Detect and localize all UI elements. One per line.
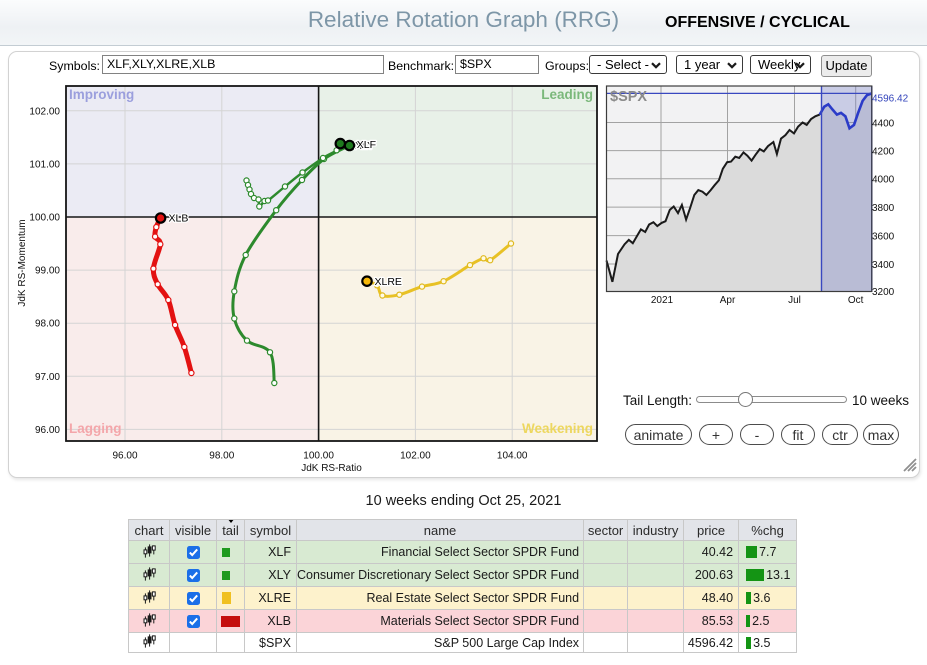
- svg-text:98.00: 98.00: [209, 451, 234, 462]
- svg-text:3800: 3800: [872, 203, 895, 214]
- svg-text:3400: 3400: [872, 260, 895, 271]
- svg-text:XLB: XLB: [169, 213, 189, 225]
- svg-text:4400: 4400: [872, 118, 895, 129]
- svg-text:JdK RS-Ratio: JdK RS-Ratio: [301, 463, 362, 474]
- svg-text:4000: 4000: [872, 175, 895, 186]
- svg-text:100.00: 100.00: [303, 451, 334, 462]
- svg-text:4200: 4200: [872, 147, 895, 158]
- svg-text:4596.42: 4596.42: [872, 94, 909, 105]
- svg-text:Weakening: Weakening: [522, 421, 593, 436]
- svg-text:Apr: Apr: [720, 295, 736, 306]
- svg-text:Oct: Oct: [848, 295, 864, 306]
- svg-text:99.00: 99.00: [35, 266, 60, 277]
- svg-text:$SPX: $SPX: [610, 89, 647, 105]
- svg-text:Jul: Jul: [788, 295, 801, 306]
- svg-text:2021: 2021: [651, 295, 674, 306]
- svg-text:JdK RS-Momentum: JdK RS-Momentum: [17, 219, 28, 306]
- svg-text:Leading: Leading: [541, 87, 593, 102]
- svg-text:XLRE: XLRE: [375, 276, 402, 288]
- svg-text:100.00: 100.00: [29, 213, 60, 224]
- svg-text:3600: 3600: [872, 232, 895, 243]
- svg-text:98.00: 98.00: [35, 319, 60, 330]
- svg-text:XLF: XLF: [357, 139, 376, 151]
- svg-text:97.00: 97.00: [35, 372, 60, 383]
- svg-text:Improving: Improving: [69, 87, 134, 102]
- svg-text:102.00: 102.00: [400, 451, 431, 462]
- svg-text:3200: 3200: [872, 287, 895, 298]
- svg-text:102.00: 102.00: [29, 106, 60, 117]
- svg-text:104.00: 104.00: [497, 451, 528, 462]
- svg-text:Lagging: Lagging: [69, 421, 122, 436]
- svg-text:96.00: 96.00: [35, 425, 60, 436]
- svg-text:101.00: 101.00: [29, 159, 60, 170]
- svg-text:XLY: XLY: [355, 140, 374, 152]
- svg-text:96.00: 96.00: [112, 451, 137, 462]
